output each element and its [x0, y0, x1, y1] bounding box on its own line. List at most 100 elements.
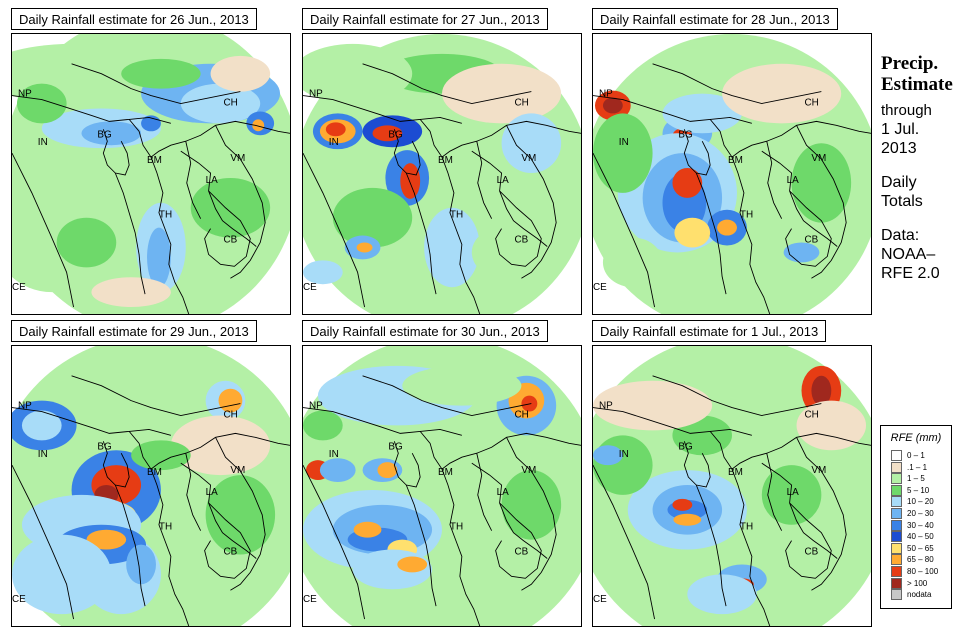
country-label-th: TH	[740, 522, 753, 533]
border-line	[362, 63, 532, 104]
rainfall-area	[602, 237, 663, 288]
rainfall-area	[180, 83, 261, 124]
rainfall-area	[593, 435, 653, 495]
country-label-ce: CE	[12, 282, 26, 293]
border-line	[506, 125, 557, 279]
border-line	[593, 407, 752, 436]
source-line2: NOAA–	[881, 246, 936, 263]
country-label-cb: CB	[804, 547, 818, 558]
map-canvas: NP CH IN BG BM VM LA TH CB CE	[12, 346, 290, 626]
country-label-np: NP	[18, 401, 32, 412]
border-line	[180, 150, 257, 247]
border-line	[362, 375, 532, 416]
border-line	[102, 441, 130, 488]
rainfall-area	[397, 556, 428, 573]
rainfall-map-28-jun: NP CH IN BG BM VM LA TH CB CE	[592, 33, 872, 315]
border-line	[180, 462, 257, 559]
country-label-la: LA	[206, 175, 219, 186]
country-label-vm: VM	[230, 465, 245, 476]
rainfall-area	[319, 458, 356, 483]
border-line	[303, 464, 365, 620]
country-label-cb: CB	[514, 235, 528, 246]
rainfall-area	[402, 365, 522, 406]
rainfall-area	[593, 445, 623, 466]
rainfall-area	[673, 513, 702, 526]
country-label-cb: CB	[223, 547, 237, 558]
country-label-ce: CE	[12, 594, 26, 605]
map-panel-2: Daily Rainfall estimate for 27 Jun., 201…	[302, 8, 582, 316]
country-label-vm: VM	[521, 465, 536, 476]
rainfall-area	[170, 415, 271, 476]
totals-line2: Totals	[881, 193, 923, 210]
panel-title: Daily Rainfall estimate for 1 Jul., 2013	[592, 320, 827, 342]
border-line	[150, 156, 190, 314]
border-line	[652, 63, 822, 104]
legend-label: 65 – 80	[907, 555, 934, 565]
rainfall-area	[356, 242, 373, 253]
panel-title: Daily Rainfall estimate for 27 Jun., 201…	[302, 8, 548, 30]
map-panel-5: Daily Rainfall estimate for 30 Jun., 201…	[302, 320, 582, 628]
sidebar-info: Precip. Estimate through 1 Jul. 2013 Dai…	[881, 53, 953, 283]
country-label-in: IN	[329, 449, 339, 460]
country-label-la: LA	[787, 487, 800, 498]
border-line	[405, 484, 437, 607]
legend-swatch	[891, 566, 902, 577]
border-line	[303, 95, 462, 124]
rainfall-area	[672, 498, 693, 511]
totals-line1: Daily	[881, 174, 917, 191]
country-label-la: LA	[787, 175, 800, 186]
border-line	[204, 502, 251, 579]
map-canvas: NP CH IN BG BM VM LA TH CB CE	[303, 346, 581, 626]
country-label-ch: CH	[223, 409, 237, 420]
border-line	[215, 437, 266, 591]
rainfall-area	[593, 380, 713, 431]
country-label-ce: CE	[303, 282, 317, 293]
country-label-vm: VM	[811, 153, 826, 164]
country-label-bm: BM	[728, 155, 743, 166]
border-line	[731, 156, 771, 314]
map-panel-1: Daily Rainfall estimate for 26 Jun., 201…	[11, 8, 291, 316]
country-label-vm: VM	[521, 153, 536, 164]
border-line	[471, 150, 548, 247]
border-line	[71, 375, 241, 416]
border-line	[185, 141, 202, 219]
country-label-ch: CH	[514, 97, 528, 108]
rainfall-area	[147, 227, 171, 288]
country-label-bm: BM	[147, 467, 162, 478]
border-line	[766, 453, 783, 531]
border-line	[495, 190, 542, 267]
panel-title: Daily Rainfall estimate for 26 Jun., 201…	[11, 8, 257, 30]
border-line	[785, 502, 832, 579]
country-label-cb: CB	[804, 235, 818, 246]
border-line	[303, 407, 462, 436]
legend-label: .1 – 1	[907, 462, 928, 472]
country-label-th: TH	[159, 210, 172, 221]
border-line	[204, 190, 251, 267]
rainfall-area	[761, 465, 822, 525]
rainfall-area	[674, 217, 711, 248]
country-label-bm: BM	[438, 155, 453, 166]
rainfall-area	[501, 470, 562, 540]
rainfall-area	[303, 260, 343, 285]
rainfall-area	[81, 121, 142, 146]
map-panel-4: Daily Rainfall estimate for 29 Jun., 201…	[11, 320, 291, 628]
rainfall-area	[210, 55, 271, 92]
border-line	[593, 464, 655, 620]
country-label-th: TH	[450, 210, 463, 221]
country-label-bg: BG	[678, 129, 692, 140]
country-label-vm: VM	[811, 465, 826, 476]
legend-swatch	[891, 577, 902, 589]
rainfall-area	[325, 122, 346, 137]
rainfall-area	[12, 534, 112, 615]
border-line	[506, 437, 557, 591]
legend-label: > 100	[907, 578, 928, 588]
map-canvas: NP CH IN BG BM VM LA TH CB CE	[593, 346, 871, 626]
map-panel-6: Daily Rainfall estimate for 1 Jul., 2013…	[592, 320, 872, 628]
border-line	[150, 468, 190, 626]
legend-swatch	[891, 542, 902, 554]
border-line	[796, 125, 847, 279]
rainfall-area	[86, 529, 127, 550]
border-line	[731, 468, 771, 626]
country-label-in: IN	[38, 137, 48, 148]
border-line	[303, 152, 365, 308]
